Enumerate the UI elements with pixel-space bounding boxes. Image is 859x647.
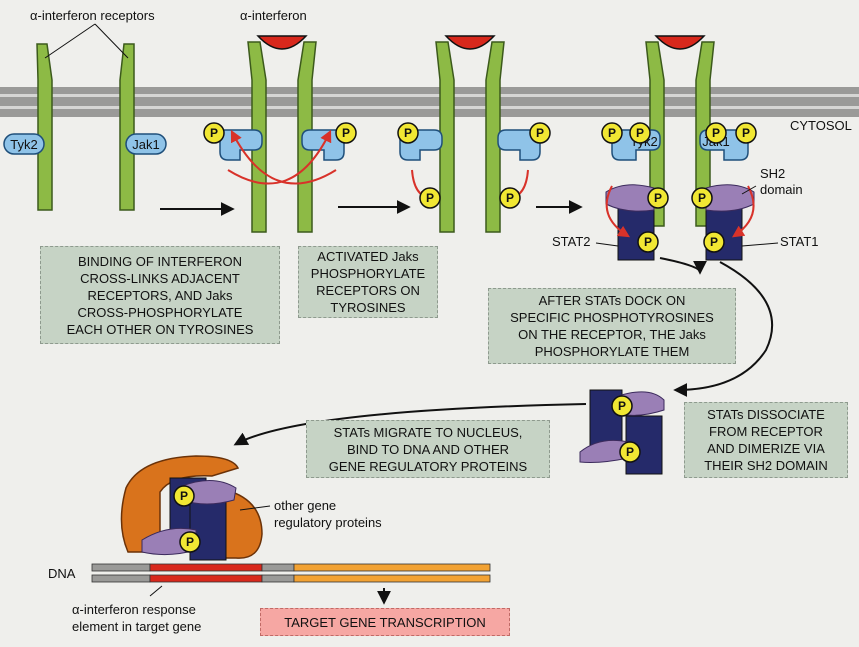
phosphate-label-16: P xyxy=(180,489,188,503)
phosphate-4 xyxy=(601,122,623,144)
binding-note: BINDING OF INTERFERON CROSS-LINKS ADJACE… xyxy=(40,246,280,344)
stat1-label: STAT1 xyxy=(780,234,819,249)
response-element xyxy=(149,563,263,572)
other-proteins-label-1: other gene xyxy=(274,498,336,513)
receptors-label: α-interferon receptors xyxy=(30,8,155,23)
phosphate-1 xyxy=(335,122,357,144)
cytosol-label: CYTOSOL xyxy=(790,118,852,133)
phosphate-label-3: P xyxy=(536,126,544,140)
phosphate-11 xyxy=(691,187,713,209)
phosphate-label-8: P xyxy=(426,191,434,205)
response-label-2: element in target gene xyxy=(72,619,201,634)
receptor-pair-stage2: α-interferon xyxy=(219,8,345,233)
sh2-label: SH2 xyxy=(760,166,785,181)
phosphate-17 xyxy=(179,531,201,553)
stage-arrows xyxy=(160,200,774,446)
dna-strands: DNA α-interferon response element in tar… xyxy=(48,563,491,634)
phosphate-label-13: P xyxy=(710,235,718,249)
phosphate-6 xyxy=(705,122,727,144)
receptor-pair-stage4: Tyk2 Jak1 SH2 domain STAT2 STAT1 xyxy=(552,35,819,261)
stat2-label: STAT2 xyxy=(552,234,591,249)
phosphate-label-9: P xyxy=(506,191,514,205)
phosphate-label-5: P xyxy=(636,126,644,140)
phosphate-8 xyxy=(419,187,441,209)
receptors-pointer-lines xyxy=(44,23,129,59)
response-label-1: α-interferon response xyxy=(72,602,196,617)
activated-note: ACTIVATED Jaks PHOSPHORYLATE RECEPTORS O… xyxy=(298,246,438,318)
regulatory-complex: other gene regulatory proteins xyxy=(120,455,382,561)
other-proteins-label-2: regulatory proteins xyxy=(274,515,382,530)
phosphate-label-2: P xyxy=(404,126,412,140)
phosphate-15 xyxy=(619,441,641,463)
tyk2-kinase xyxy=(3,133,45,155)
migrate-note: STATs MIGRATE TO NUCLEUS, BIND TO DNA AN… xyxy=(306,420,550,478)
phosphate-12 xyxy=(637,231,659,253)
phosphate-13 xyxy=(703,231,725,253)
jak1-kinase xyxy=(125,133,167,155)
interferon-label: α-interferon xyxy=(240,8,307,23)
phosphate-label-10: P xyxy=(654,191,662,205)
phosphate-label-17: P xyxy=(186,535,194,549)
phosphate-label-11: P xyxy=(698,191,706,205)
dna-label: DNA xyxy=(48,566,76,581)
dissociate-note: STATs DISSOCIATE FROM RECEPTOR AND DIMER… xyxy=(684,402,848,478)
gene-regulatory-protein-left xyxy=(120,455,240,553)
phosphate-label-1: P xyxy=(342,126,350,140)
phosphate-label-7: P xyxy=(742,126,750,140)
phosphate-groups: P P P P P P P P P P P P P P P P P P xyxy=(173,122,757,553)
phosphate-16 xyxy=(173,485,195,507)
phosphate-3 xyxy=(529,122,551,144)
phosphate-label-0: P xyxy=(210,126,218,140)
domain-label: domain xyxy=(760,182,803,197)
target-gene xyxy=(293,563,491,572)
phosphate-5 xyxy=(629,122,651,144)
phosphate-2 xyxy=(397,122,419,144)
phosphate-label-12: P xyxy=(644,235,652,249)
phosphate-label-15: P xyxy=(626,445,634,459)
jak-left-active xyxy=(219,129,263,161)
tyk2-label: Tyk2 xyxy=(10,137,37,152)
dock-note: AFTER STATs DOCK ON SPECIFIC PHOSPHOTYRO… xyxy=(488,288,736,364)
cell-membrane xyxy=(0,87,859,117)
phosphate-9 xyxy=(499,187,521,209)
phosphate-0 xyxy=(203,122,225,144)
jak1-label: Jak1 xyxy=(132,137,159,152)
interferon-ligand xyxy=(256,35,308,50)
phosphate-label-4: P xyxy=(608,126,616,140)
phosphate-label-14: P xyxy=(618,399,626,413)
phosphate-10 xyxy=(647,187,669,209)
phosphate-label-6: P xyxy=(712,126,720,140)
phosphate-14 xyxy=(611,395,633,417)
phosphate-7 xyxy=(735,122,757,144)
target-transcription-box: TARGET GENE TRANSCRIPTION xyxy=(260,608,510,636)
receptor-pair-stage1: Tyk2 Jak1 α-interferon receptors xyxy=(3,8,167,211)
